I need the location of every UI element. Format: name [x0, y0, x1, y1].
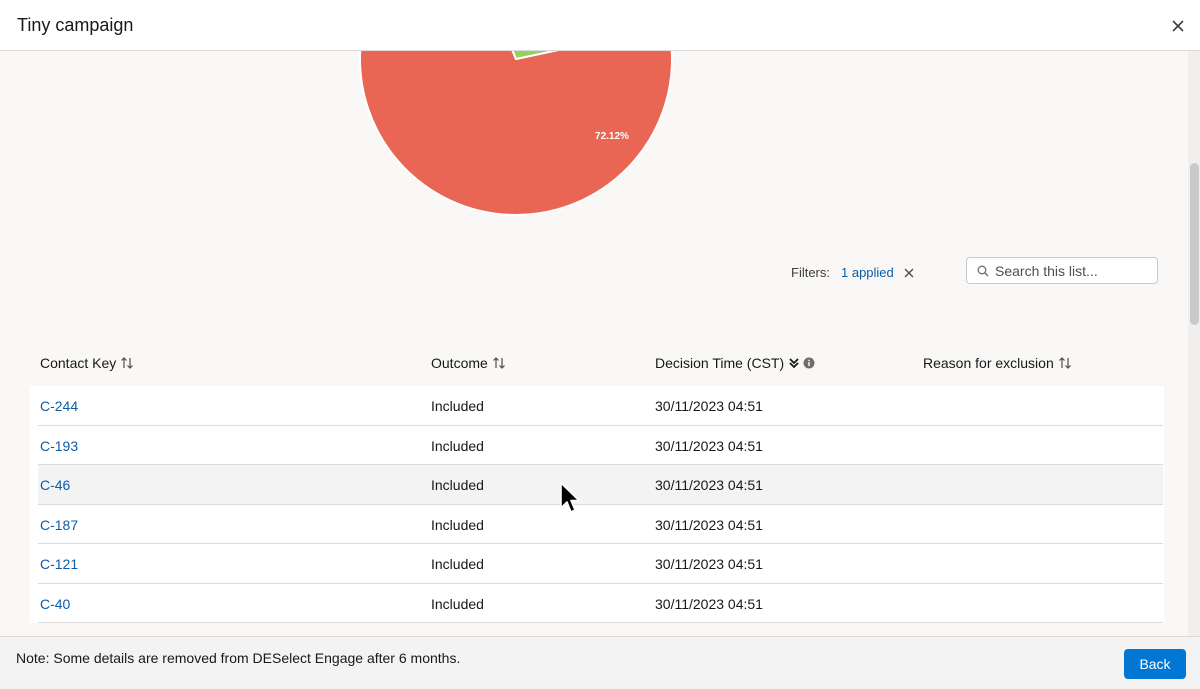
outcome-cell: Included	[431, 437, 484, 454]
clear-filters-button[interactable]	[904, 268, 914, 278]
modal-body: 72.12% Filters: 1 applied Contact Key	[0, 51, 1200, 636]
search-box[interactable]	[966, 257, 1158, 284]
scrollbar[interactable]	[1188, 51, 1200, 636]
filters-applied-link[interactable]: 1 applied	[841, 265, 894, 280]
filters-bar: Filters: 1 applied	[791, 265, 914, 280]
column-header-contact-key[interactable]: Contact Key	[40, 355, 134, 371]
table-row: C-244 Included 30/11/2023 04:51	[38, 386, 1163, 426]
contact-key-link[interactable]: C-244	[40, 398, 79, 414]
decision-time-cell: 30/11/2023 04:51	[655, 595, 763, 612]
table-row: C-40 Included 30/11/2023 04:51	[38, 584, 1163, 623]
outcome-cell: Included	[431, 477, 484, 493]
modal-header: Tiny campaign	[0, 0, 1200, 51]
search-input[interactable]	[995, 262, 1145, 279]
outcome-cell: Included	[431, 595, 484, 612]
outcome-cell: Included	[431, 556, 484, 572]
close-icon	[1172, 20, 1184, 32]
outcome-cell: Included	[431, 398, 484, 414]
pie-slice[interactable]	[457, 51, 669, 61]
modal-title: Tiny campaign	[17, 15, 134, 35]
close-button[interactable]	[1166, 14, 1190, 38]
decision-time-cell: 30/11/2023 04:51	[655, 477, 763, 493]
column-header-decision-time[interactable]: Decision Time (CST)	[655, 355, 815, 371]
decision-time-cell: 30/11/2023 04:51	[655, 516, 763, 533]
pie-slice-label: 72.12%	[595, 131, 629, 142]
column-header-label: Contact Key	[40, 355, 117, 371]
contact-key-link[interactable]: C-187	[40, 516, 79, 533]
column-header-label: Decision Time (CST)	[655, 355, 785, 371]
sort-icon	[121, 357, 134, 369]
decision-time-cell: 30/11/2023 04:51	[655, 398, 763, 414]
footer-note: Note: Some details are removed from DESe…	[16, 650, 461, 666]
contact-key-link[interactable]: C-40	[40, 595, 71, 612]
table-row: C-46 Included 30/11/2023 04:51	[38, 465, 1163, 505]
sort-desc-icon	[789, 358, 799, 369]
table-row: C-193 Included 30/11/2023 04:51	[38, 426, 1163, 465]
filters-label: Filters:	[791, 265, 830, 280]
column-header-label: Outcome	[431, 355, 488, 371]
mouse-cursor-icon	[560, 482, 580, 513]
outcome-cell: Included	[431, 516, 484, 533]
pie-chart: 72.12%	[359, 51, 673, 216]
pie-slice[interactable]	[359, 51, 673, 216]
search-icon	[977, 265, 989, 277]
modal-footer: Note: Some details are removed from DESe…	[0, 636, 1200, 689]
close-icon	[904, 268, 914, 277]
info-icon[interactable]	[803, 357, 815, 369]
contact-key-link[interactable]: C-46	[40, 477, 71, 493]
decision-time-cell: 30/11/2023 04:51	[655, 556, 763, 572]
table-header: Contact Key Outcome Decision Time (CST)	[30, 341, 1164, 386]
table-row: C-187 Included 30/11/2023 04:51	[38, 505, 1163, 544]
decision-time-cell: 30/11/2023 04:51	[655, 437, 763, 454]
back-button[interactable]: Back	[1124, 649, 1186, 679]
contact-key-link[interactable]: C-193	[40, 437, 79, 454]
table-row: C-121 Included 30/11/2023 04:51	[38, 544, 1163, 584]
sort-icon	[492, 357, 505, 369]
scrollbar-thumb[interactable]	[1190, 163, 1199, 325]
column-header-outcome[interactable]: Outcome	[431, 355, 506, 371]
sort-icon	[1058, 357, 1071, 369]
contact-key-link[interactable]: C-121	[40, 556, 79, 572]
table-body: C-244 Included 30/11/2023 04:51 C-193 In…	[30, 386, 1164, 623]
column-header-label: Reason for exclusion	[923, 355, 1054, 371]
column-header-reason[interactable]: Reason for exclusion	[923, 355, 1072, 371]
